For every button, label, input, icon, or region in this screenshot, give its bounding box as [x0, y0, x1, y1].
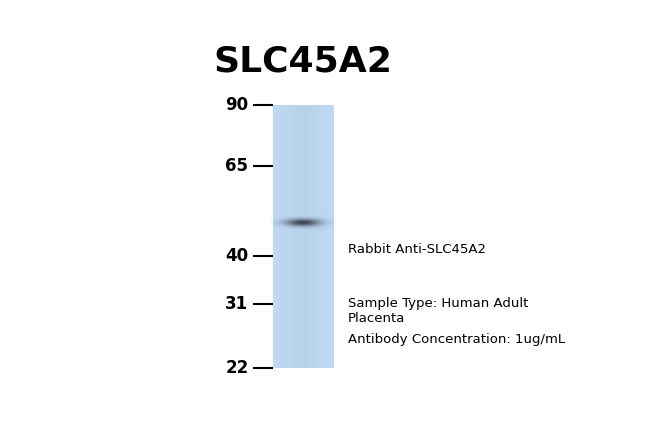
Text: 90: 90: [226, 96, 248, 114]
Text: Rabbit Anti-SLC45A2: Rabbit Anti-SLC45A2: [348, 243, 486, 256]
Text: 22: 22: [226, 359, 248, 377]
Text: Sample Type: Human Adult
Placenta: Sample Type: Human Adult Placenta: [348, 297, 528, 325]
Text: SLC45A2: SLC45A2: [213, 44, 393, 79]
Text: Antibody Concentration: 1ug/mL: Antibody Concentration: 1ug/mL: [348, 333, 566, 346]
Text: 31: 31: [226, 295, 248, 313]
Text: 40: 40: [226, 248, 248, 265]
Text: 65: 65: [226, 157, 248, 175]
